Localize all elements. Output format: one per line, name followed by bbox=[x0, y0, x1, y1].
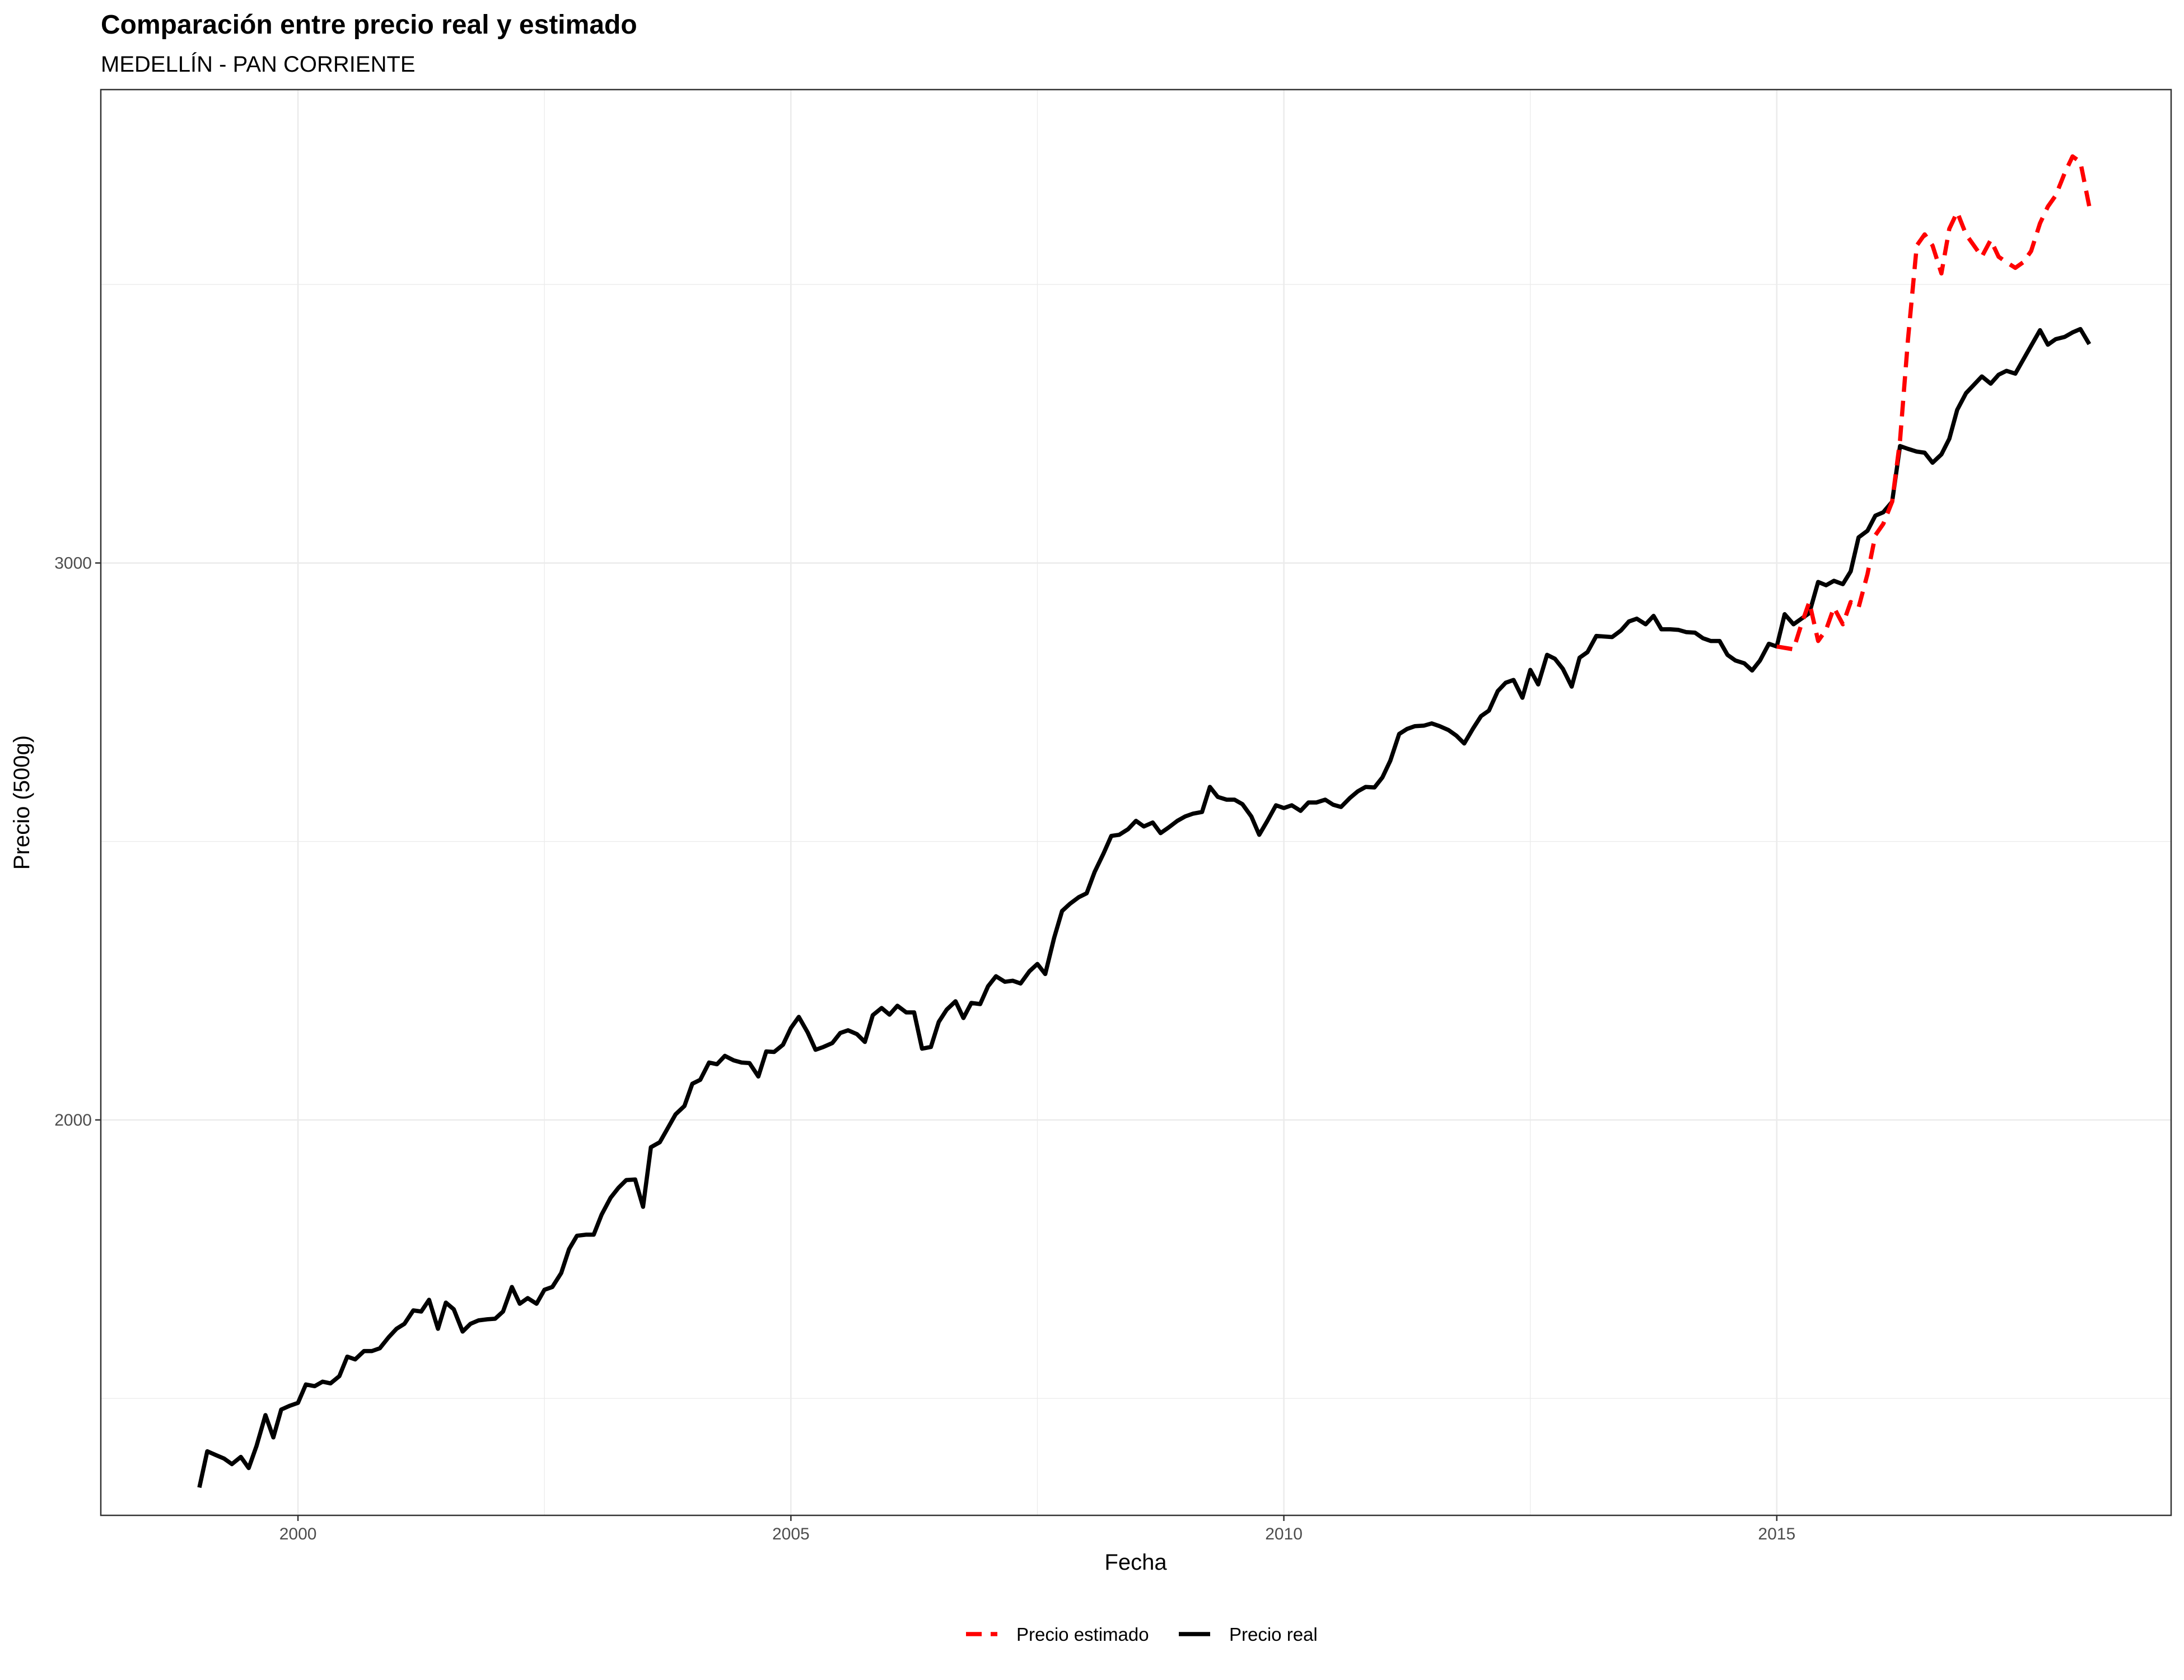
legend: Precio estimado Precio real bbox=[966, 1624, 1318, 1645]
legend-label: Precio real bbox=[1229, 1624, 1318, 1645]
chart-title: Comparación entre precio real y estimado bbox=[101, 10, 637, 40]
x-axis: 2000 2005 2010 2015 bbox=[279, 1515, 1795, 1543]
legend-label: Precio estimado bbox=[1016, 1624, 1149, 1645]
gridlines bbox=[101, 90, 2171, 1515]
series-line-precio-estimado bbox=[1776, 154, 2092, 652]
panel-border bbox=[100, 88, 2172, 1516]
x-tick-label: 2000 bbox=[279, 1525, 317, 1543]
x-tick-label: 2015 bbox=[1758, 1525, 1795, 1543]
series-line-precio-real bbox=[197, 326, 2092, 1488]
y-tick-label: 3000 bbox=[54, 554, 92, 572]
x-tick-label: 2010 bbox=[1265, 1525, 1303, 1543]
chart-subtitle: MEDELLÍN - PAN CORRIENTE bbox=[101, 52, 416, 77]
y-axis-title: Precio (500g) bbox=[10, 735, 34, 870]
series-layer bbox=[197, 154, 2092, 1488]
legend-entry-precio-estimado: Precio estimado bbox=[966, 1624, 1149, 1645]
legend-entry-precio-real: Precio real bbox=[1179, 1624, 1318, 1645]
y-axis: 2000 3000 bbox=[54, 554, 101, 1130]
x-axis-title: Fecha bbox=[1104, 1550, 1167, 1575]
y-tick-label: 2000 bbox=[54, 1111, 92, 1130]
x-tick-label: 2005 bbox=[772, 1525, 810, 1543]
